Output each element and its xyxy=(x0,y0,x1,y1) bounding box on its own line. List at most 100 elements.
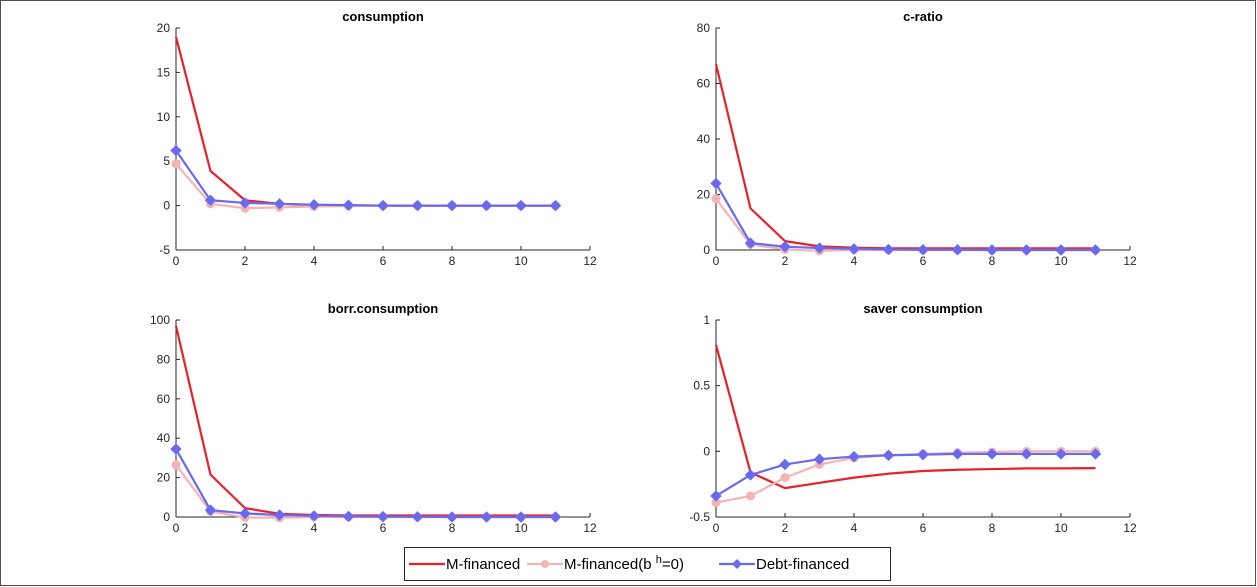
data-point xyxy=(273,509,286,521)
x-tick-label: 12 xyxy=(583,254,597,268)
y-tick-label: 40 xyxy=(697,132,711,146)
series-debt-financed xyxy=(710,448,1102,502)
y-tick-label: 80 xyxy=(697,21,711,35)
subplot-title: consumption xyxy=(342,9,424,24)
data-point xyxy=(744,237,757,249)
legend-entry: Debt-financed xyxy=(719,556,849,573)
data-point xyxy=(239,507,251,520)
data-point xyxy=(848,243,860,255)
y-tick-label: 20 xyxy=(157,471,171,485)
series-line xyxy=(714,63,1096,250)
data-point xyxy=(170,144,182,157)
data-point xyxy=(710,490,722,502)
data-point xyxy=(308,510,320,522)
data-point xyxy=(204,504,217,516)
data-point xyxy=(342,510,355,523)
x-tick-label: 4 xyxy=(311,521,318,535)
x-tick-label: 0 xyxy=(173,521,180,535)
x-tick-label: 2 xyxy=(242,254,249,268)
data-point xyxy=(342,199,355,211)
data-point xyxy=(170,443,182,455)
x-tick-label: 12 xyxy=(583,521,597,535)
data-point xyxy=(308,199,320,211)
x-tick-label: 8 xyxy=(449,254,456,268)
data-point xyxy=(1055,244,1067,256)
y-tick-label: -0.5 xyxy=(689,510,710,524)
y-tick-label: 40 xyxy=(157,431,171,445)
data-point xyxy=(710,177,722,190)
x-tick-label: 0 xyxy=(713,521,720,535)
data-point xyxy=(480,511,493,523)
series-line xyxy=(714,344,1096,490)
data-point xyxy=(744,469,757,481)
x-tick-label: 10 xyxy=(1054,254,1068,268)
x-tick-label: 2 xyxy=(782,521,789,535)
data-point xyxy=(1089,448,1102,460)
y-tick-label: 0 xyxy=(703,444,710,458)
data-point xyxy=(549,199,562,212)
y-tick-label: 0 xyxy=(163,510,170,524)
x-tick-label: 10 xyxy=(514,254,528,268)
series-debt-financed xyxy=(710,177,1102,256)
series-line xyxy=(715,182,1096,252)
subplot-c-ratio: 0 2 4 6 8 10 12 0 20 40 60 80 c-ratio xyxy=(697,9,1137,268)
legend-entry: M-financed(b h=0) xyxy=(527,554,684,573)
data-point xyxy=(1020,448,1033,460)
x-tick-label: 12 xyxy=(1123,254,1137,268)
x-tick-label: 6 xyxy=(920,521,927,535)
x-tick-label: 0 xyxy=(173,254,180,268)
y-tick-label: 60 xyxy=(697,77,711,91)
series-debt-financed xyxy=(170,144,562,212)
data-point xyxy=(986,244,998,256)
series-debt-financed xyxy=(170,443,562,523)
series-line xyxy=(175,448,556,519)
data-point xyxy=(882,243,895,256)
data-point xyxy=(273,198,286,210)
y-tick-label: 60 xyxy=(157,392,171,406)
data-point xyxy=(411,199,424,212)
data-point xyxy=(813,242,826,254)
data-point xyxy=(711,194,721,204)
data-point xyxy=(746,491,755,501)
x-tick-label: 6 xyxy=(920,254,927,268)
legend-label: M-financed xyxy=(446,556,520,573)
x-tick-label: 4 xyxy=(851,254,858,268)
data-point xyxy=(377,199,389,212)
x-tick-label: 8 xyxy=(989,521,996,535)
data-point xyxy=(779,458,791,471)
y-tick-label: 10 xyxy=(157,110,171,124)
data-point xyxy=(171,460,181,470)
x-tick-label: 8 xyxy=(449,521,456,535)
data-point xyxy=(813,453,826,465)
series-line xyxy=(175,149,556,207)
x-tick-label: 12 xyxy=(1123,521,1137,535)
y-tick-label: 100 xyxy=(150,313,170,327)
data-point xyxy=(515,199,527,212)
x-tick-label: 2 xyxy=(782,254,789,268)
x-tick-label: 6 xyxy=(380,521,387,535)
data-point xyxy=(917,244,929,256)
x-tick-label: 4 xyxy=(311,254,318,268)
legend: M-financed M-financed(b h=0) Debt-financed xyxy=(404,547,891,581)
data-point xyxy=(780,473,790,483)
data-point xyxy=(549,511,562,523)
subplot-title: saver consumption xyxy=(863,301,982,316)
data-point xyxy=(1020,244,1033,256)
y-tick-label: 0 xyxy=(163,199,170,213)
data-point xyxy=(446,199,458,212)
series-m-financed xyxy=(714,344,1096,490)
y-tick-label: 0 xyxy=(703,243,710,257)
data-point xyxy=(480,199,493,212)
subplot-borr-consumption: 0 2 4 6 8 10 12 0 20 40 60 80 100 borr.consumption xyxy=(150,301,597,535)
data-point xyxy=(204,194,217,206)
x-tick-label: 2 xyxy=(242,521,249,535)
data-point xyxy=(446,511,458,523)
subplot-title: borr.consumption xyxy=(328,301,439,316)
data-point xyxy=(1055,448,1067,460)
data-point xyxy=(951,244,964,256)
